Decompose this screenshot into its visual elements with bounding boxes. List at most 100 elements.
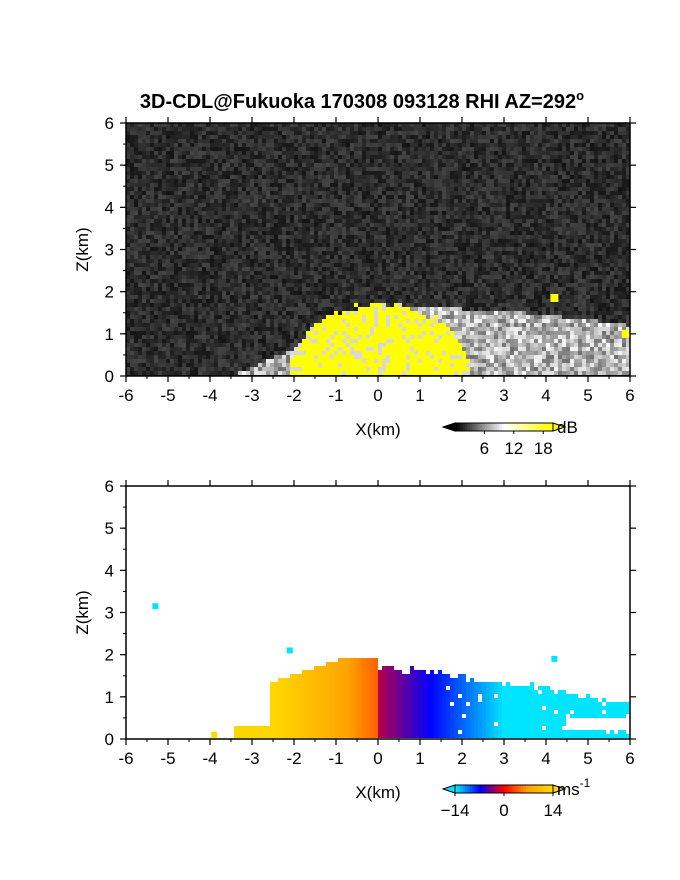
colorbar-cell xyxy=(523,785,527,793)
colorbar-cell xyxy=(477,785,480,793)
colorbar-cell xyxy=(464,423,468,431)
colorbar-cell xyxy=(464,785,468,793)
colorbar-cell xyxy=(504,785,507,793)
y-tick-label: 5 xyxy=(105,519,114,538)
colorbar-frame xyxy=(454,422,554,432)
isolated-echo xyxy=(551,655,558,662)
colorbar-cell xyxy=(545,423,549,431)
colorbar-cell xyxy=(472,423,476,431)
figure-title: 3D-CDL@Fukuoka 170308 093128 RHI AZ=292o xyxy=(140,88,584,113)
colorbar-cell xyxy=(526,423,529,431)
y-tick-label: 5 xyxy=(105,156,114,175)
colorbar-cell xyxy=(484,785,488,793)
colorbar-cell xyxy=(521,423,525,431)
colorbar-cell xyxy=(501,423,505,431)
colorbar-cell xyxy=(528,785,532,793)
y-tick-label: 6 xyxy=(105,114,114,133)
x-tick-label: -3 xyxy=(244,749,259,768)
y-tick-label: 1 xyxy=(105,688,114,707)
x-tick-label: 0 xyxy=(373,386,382,405)
velocity-echo xyxy=(152,603,630,738)
colorbar-cell xyxy=(491,423,495,431)
colorbar-cell xyxy=(548,423,552,431)
colorbar-cell xyxy=(530,785,534,793)
isolated-echo xyxy=(550,293,559,302)
title-superscript: o xyxy=(576,88,584,103)
colorbar-cell xyxy=(540,785,544,793)
colorbar-cell xyxy=(543,423,547,431)
colorbar-cell xyxy=(486,785,490,793)
echo-cells xyxy=(126,123,630,375)
colorbar-cell xyxy=(455,423,458,431)
colorbar-cell xyxy=(499,423,503,431)
colorbar-cell xyxy=(516,423,520,431)
x-tick-label: 5 xyxy=(583,749,592,768)
doppler-velocity-panel: -6 -5 -4 -3 -2 -1 0 1 2 3 4 5 6 0 1 2 3 4 5 6 X(km) Z(km) ms-1… xyxy=(73,477,636,820)
x-tick-label: 4 xyxy=(541,386,550,405)
isolated-echo xyxy=(621,329,630,338)
colorbar-tick-label: 14 xyxy=(544,801,563,820)
colorbar-cell xyxy=(511,785,515,793)
y-tick-label: 2 xyxy=(105,283,114,302)
colorbar-cell xyxy=(518,423,522,431)
x-tick-label: 1 xyxy=(415,386,424,405)
colorbar-cell xyxy=(513,423,517,431)
colorbar-cell xyxy=(455,785,458,793)
colorbar-cell xyxy=(548,785,552,793)
x-tick-label: 1 xyxy=(415,749,424,768)
x-tick-label: 6 xyxy=(625,386,634,405)
colorbar-cell xyxy=(459,785,463,793)
colorbar-cell xyxy=(506,423,510,431)
x-tick-label: 5 xyxy=(583,386,592,405)
x-tick-label: -5 xyxy=(160,749,175,768)
colorbar-cell xyxy=(508,785,512,793)
x-tick-label: 3 xyxy=(499,386,508,405)
colorbar-cell xyxy=(543,785,547,793)
colorbar-cell xyxy=(472,785,476,793)
colorbar-cell xyxy=(501,785,505,793)
colorbar-cell xyxy=(526,785,529,793)
colorbar-cell xyxy=(521,785,525,793)
colorbar-cell xyxy=(550,785,554,793)
colorbar: dB 6 12 18 xyxy=(441,418,578,458)
x-tick-label: -1 xyxy=(328,749,343,768)
x-axis-label: X(km) xyxy=(355,420,400,439)
colorbar-tick-label: 12 xyxy=(504,439,523,458)
x-tick-label: 4 xyxy=(541,749,550,768)
colorbar-tick-label: 6 xyxy=(480,439,489,458)
y-tick-label: 2 xyxy=(105,646,114,665)
colorbar-cell xyxy=(496,423,500,431)
y-tick-label: 3 xyxy=(105,604,114,623)
title-text: 3D-CDL@Fukuoka 170308 093128 RHI AZ=292 xyxy=(140,91,576,113)
x-tick-label: -3 xyxy=(244,386,259,405)
colorbar-unit-superscript: -1 xyxy=(580,776,591,790)
colorbar-min-arrow xyxy=(441,422,456,432)
colorbar: ms-1 −14 0 14 xyxy=(441,776,591,820)
colorbar-cell xyxy=(467,423,471,431)
x-tick-label: -6 xyxy=(118,386,133,405)
colorbar-cell xyxy=(481,785,485,793)
colorbar-cell xyxy=(533,785,537,793)
colorbar-cell xyxy=(469,785,473,793)
colorbar-cell xyxy=(535,785,539,793)
x-tick-label: -2 xyxy=(286,386,301,405)
x-axis-label: X(km) xyxy=(355,783,400,802)
colorbar-cell xyxy=(489,785,493,793)
x-tick-label: 2 xyxy=(457,749,466,768)
colorbar-cell xyxy=(508,423,512,431)
colorbar-cell xyxy=(462,423,466,431)
colorbar-cell xyxy=(535,423,539,431)
axis-ticks: -6 -5 -4 -3 -2 -1 0 1 2 3 4 5 6 0 1 2 3 4 5 6 xyxy=(105,114,636,405)
y-tick-label: 3 xyxy=(105,241,114,260)
x-tick-label: 3 xyxy=(499,749,508,768)
x-tick-label: 0 xyxy=(373,749,382,768)
colorbar-cell xyxy=(467,785,471,793)
colorbar-cell xyxy=(538,423,542,431)
colorbar-cell xyxy=(489,423,493,431)
y-tick-label: 0 xyxy=(105,367,114,386)
x-tick-label: -5 xyxy=(160,386,175,405)
echo-cells xyxy=(152,603,630,738)
colorbar-cell xyxy=(511,423,515,431)
